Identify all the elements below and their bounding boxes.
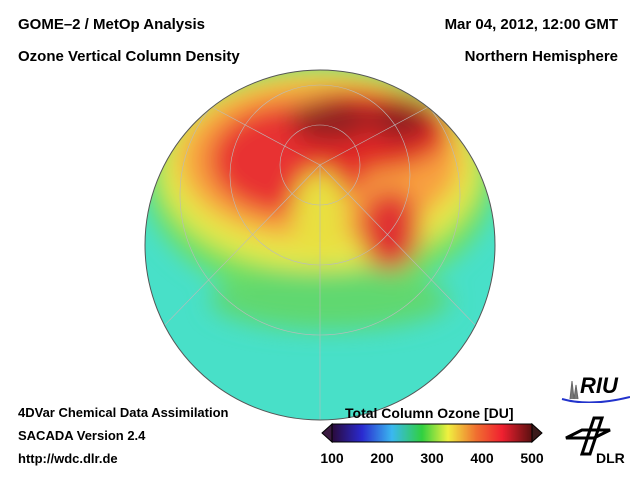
colorbar-tick: 200 xyxy=(370,450,394,466)
title-instrument: GOME–2 / MetOp Analysis xyxy=(18,16,205,33)
colorbar-title: Total Column Ozone [DU] xyxy=(345,405,514,421)
footer-method: 4DVar Chemical Data Assimilation xyxy=(18,405,229,420)
title-region: Northern Hemisphere xyxy=(464,48,618,65)
footer-url[interactable]: http://wdc.dlr.de xyxy=(18,451,118,466)
riu-logo: RIU xyxy=(560,373,630,403)
title-product: Ozone Vertical Column Density xyxy=(18,48,240,65)
footer-version: SACADA Version 2.4 xyxy=(18,428,146,443)
colorbar-tick: 400 xyxy=(470,450,494,466)
colorbar-max-arrow xyxy=(531,422,543,444)
colorbar-tick: 100 xyxy=(320,450,344,466)
colorbar-min-arrow xyxy=(321,422,333,444)
colorbar-tick: 300 xyxy=(420,450,444,466)
dlr-logo: DLR xyxy=(564,416,634,470)
colorbar xyxy=(321,422,543,444)
colorbar-tick: 500 xyxy=(520,450,544,466)
riu-logo-text: RIU xyxy=(580,373,618,398)
dlr-logo-text: DLR xyxy=(596,450,625,466)
title-date: Mar 04, 2012, 12:00 GMT xyxy=(444,16,618,33)
